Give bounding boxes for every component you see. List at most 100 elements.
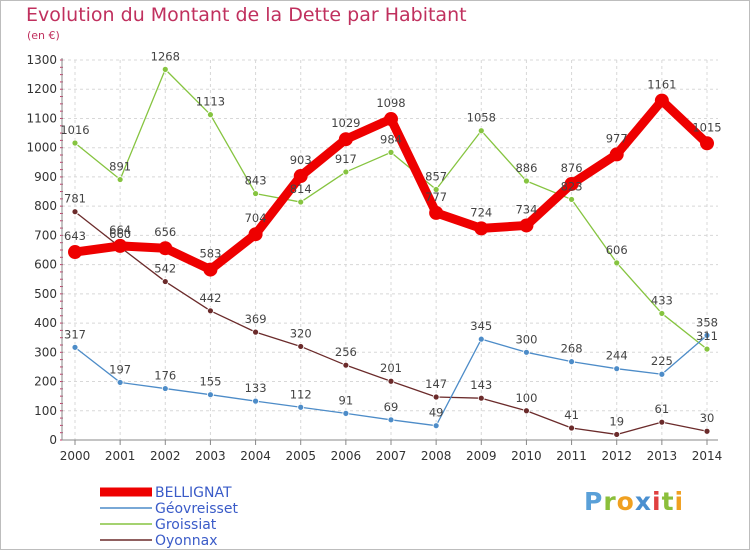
groissiat-point	[658, 310, 666, 317]
oyonnax-point	[161, 278, 169, 285]
groissiat-data-label: 823	[561, 179, 583, 193]
y-tick-label: 800	[34, 199, 57, 213]
x-tick-label: 2010	[511, 449, 542, 463]
bellignat-data-label: 977	[606, 131, 628, 145]
groissiat-data-label: 857	[425, 169, 447, 183]
geovreisset-data-label: 112	[290, 387, 312, 401]
y-tick-label: 200	[34, 375, 57, 389]
geovreisset-point	[523, 348, 530, 356]
geovreisset-point	[252, 397, 259, 405]
geovreisset-data-label: 345	[470, 319, 492, 333]
geovreisset-point	[207, 391, 214, 399]
oyonnax-data-label: 30	[700, 411, 715, 425]
oyonnax-data-label: 147	[425, 377, 447, 391]
groissiat-data-label: 814	[290, 182, 312, 196]
bellignat-data-label: 1029	[331, 116, 360, 130]
bellignat-data-label: 1098	[376, 96, 405, 110]
bellignat-data-label: 777	[425, 190, 447, 204]
oyonnax-point	[207, 307, 214, 315]
logo-letter: r	[603, 487, 617, 516]
bellignat-point	[293, 169, 308, 184]
groissiat-point	[613, 259, 621, 267]
bellignat-data-label: 876	[561, 161, 583, 175]
oyonnax-point	[387, 377, 395, 385]
groissiat-point	[161, 65, 169, 73]
oyonnax-point	[477, 394, 485, 402]
groissiat-data-label: 1113	[196, 95, 225, 109]
groissiat-point	[252, 190, 259, 197]
oyonnax-point	[342, 361, 350, 369]
bellignat-data-label: 724	[470, 205, 492, 219]
oyonnax-data-label: 41	[564, 408, 579, 422]
bellignat-point	[113, 238, 128, 253]
oyonnax-data-label: 320	[290, 326, 312, 340]
legend-label-oyonnax: Oyonnax	[155, 533, 217, 549]
bellignat-point	[700, 136, 714, 151]
y-tick-label: 1100	[26, 111, 57, 125]
axes: 0 100 200 300 400 500 600 700 800 900 1000 1100 1200…	[26, 53, 722, 463]
bellignat-data-label: 664	[109, 223, 131, 237]
oyonnax-point	[703, 427, 711, 435]
bellignat-data-label: 903	[290, 153, 312, 167]
logo-letter: i	[674, 487, 685, 516]
oyonnax-point	[252, 328, 259, 336]
bellignat-point	[338, 132, 353, 147]
geovreisset-point	[568, 358, 575, 366]
oyonnax-data-label: 201	[380, 361, 402, 375]
x-tick-label: 2013	[647, 449, 678, 463]
geovreisset-point	[342, 409, 350, 417]
geovreisset-data-label: 69	[384, 400, 399, 414]
bellignat-data-label: 643	[64, 229, 86, 243]
bellignat-point	[248, 227, 263, 242]
groissiat-data-label: 891	[109, 160, 131, 174]
oyonnax-data-label: 19	[609, 414, 624, 428]
groissiat-data-label: 1016	[60, 123, 89, 137]
bellignat-data-label: 1161	[647, 78, 676, 92]
groissiat-data-label: 843	[245, 174, 267, 188]
geovreisset-data-label: 225	[651, 354, 673, 368]
x-tick-label: 2008	[421, 449, 452, 463]
oyonnax-data-label: 256	[335, 345, 357, 359]
y-tick-label: 1200	[26, 82, 57, 96]
oyonnax-point	[432, 393, 440, 401]
y-tick-label: 400	[34, 316, 57, 330]
groissiat-point	[432, 186, 440, 193]
groissiat-point	[207, 111, 214, 119]
oyonnax-data-label: 61	[655, 402, 670, 416]
legend-label-groissiat: Groissiat	[155, 517, 217, 533]
y-tick-label: 1000	[26, 141, 57, 155]
oyonnax-point	[658, 418, 666, 426]
logo-letter: x	[634, 487, 652, 516]
geovreisset-data-label: 155	[199, 375, 221, 389]
bellignat-point	[429, 205, 444, 220]
x-tick-label: 2002	[150, 449, 181, 463]
y-tick-label: 600	[34, 258, 57, 272]
oyonnax-data-label: 100	[515, 391, 537, 405]
geovreisset-data-label: 176	[154, 369, 176, 383]
y-tick-label: 1300	[26, 53, 57, 67]
geovreisset-data-label: 49	[429, 406, 444, 420]
bellignat-point	[68, 245, 82, 260]
x-tick-label: 2014	[692, 449, 723, 463]
chart-subtitle: (en €)	[27, 29, 60, 42]
geovreisset-data-label: 91	[339, 393, 354, 407]
geovreisset-point	[161, 385, 169, 392]
groissiat-point	[387, 148, 395, 156]
proxiti-logo: Proxiti	[584, 487, 684, 516]
grid-lines	[62, 59, 718, 440]
logo-letter: i	[652, 487, 662, 516]
bellignat-point	[564, 176, 579, 191]
groissiat-data-label: 433	[651, 293, 673, 307]
x-tick-label: 2003	[195, 449, 226, 463]
legend-label-geovreisset: Géovreisset	[155, 501, 238, 517]
groissiat-point	[71, 139, 79, 147]
y-tick-label: 300	[34, 345, 57, 359]
geovreisset-data-label: 358	[696, 315, 718, 329]
series-lines	[68, 65, 714, 438]
groissiat-data-label: 606	[606, 243, 628, 257]
x-tick-label: 2007	[376, 449, 407, 463]
bellignat-point	[203, 262, 218, 277]
groissiat-point	[477, 127, 485, 135]
